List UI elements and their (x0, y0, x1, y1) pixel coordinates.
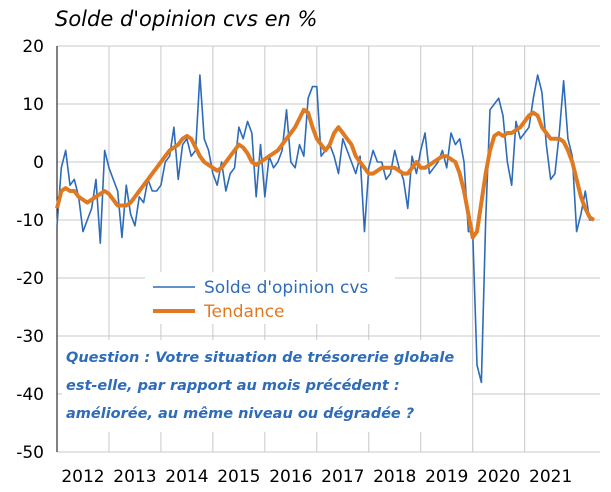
x-tick-label: 2015 (217, 467, 260, 487)
legend-label: Tendance (203, 302, 285, 322)
annotation-box (62, 340, 472, 432)
annotation-line: améliorée, au même niveau ou dégradée ? (66, 406, 415, 422)
y-tick-label: 20 (22, 37, 44, 57)
series-line (55, 107, 596, 240)
legend-box (145, 272, 395, 324)
x-tick-label: 2012 (61, 467, 104, 487)
x-tick-label: 2013 (113, 467, 156, 487)
y-tick-label: 10 (22, 95, 44, 115)
chart-title: Solde d'opinion cvs en % (55, 7, 317, 31)
x-tick-label: 2017 (321, 467, 364, 487)
y-tick-label: -50 (16, 443, 44, 463)
x-tick-label: 2014 (165, 467, 208, 487)
annotation-line: Question : Votre situation de trésorerie… (66, 350, 454, 366)
x-tick-label: 2019 (425, 467, 468, 487)
annotation-line: est-elle, par rapport au mois précédent … (66, 378, 400, 394)
y-tick-label: -20 (16, 269, 44, 289)
x-tick-label: 2018 (373, 467, 416, 487)
legend-label: Solde d'opinion cvs (204, 278, 368, 298)
y-tick-label: -10 (16, 211, 44, 231)
x-tick-label: 2020 (477, 467, 520, 487)
y-tick-label: 0 (33, 153, 44, 173)
x-tick-label: 2021 (529, 467, 572, 487)
y-tick-label: -30 (16, 327, 44, 347)
x-tick-label: 2016 (269, 467, 312, 487)
y-tick-label: -40 (16, 385, 44, 405)
